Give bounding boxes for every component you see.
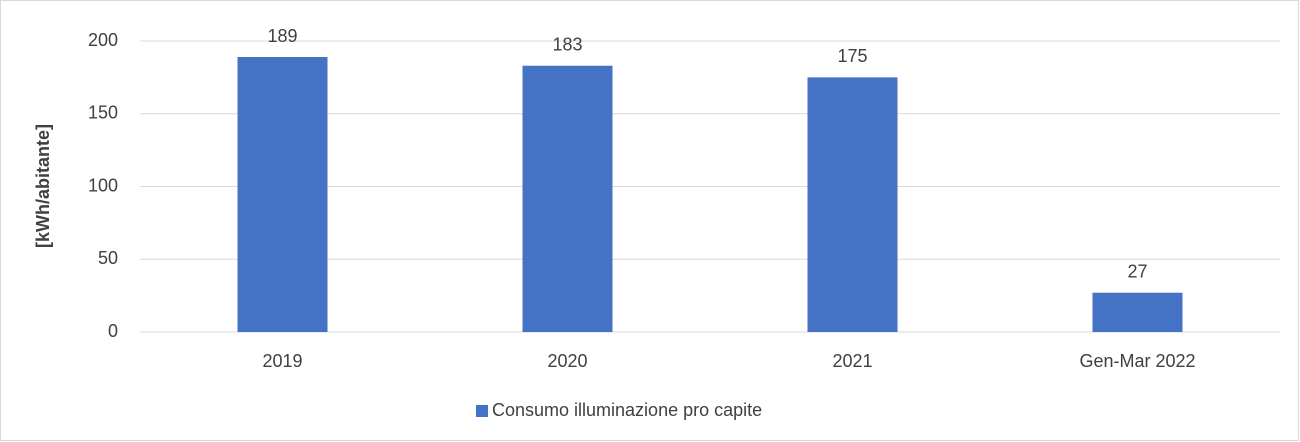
y-tick-label: 0 [108, 321, 118, 341]
bar [522, 65, 613, 333]
data-label: 189 [267, 26, 297, 46]
x-tick-label: 2020 [547, 351, 587, 371]
data-label: 175 [837, 46, 867, 66]
legend-swatch [476, 405, 488, 417]
data-label: 183 [552, 34, 582, 54]
y-tick-label: 100 [88, 175, 118, 195]
y-tick-label: 150 [88, 103, 118, 123]
x-tick-label: 2021 [832, 351, 872, 371]
data-label: 27 [1127, 261, 1147, 281]
bar [1092, 292, 1183, 332]
x-tick-label: 2019 [262, 351, 302, 371]
bar [237, 57, 328, 332]
x-tick-label: Gen-Mar 2022 [1079, 351, 1195, 371]
y-tick-label: 200 [88, 30, 118, 50]
legend-label: Consumo illuminazione pro capite [492, 400, 762, 420]
y-tick-label: 50 [98, 248, 118, 268]
bar [807, 77, 898, 332]
y-axis-label: [kWh/abitante] [33, 124, 53, 248]
